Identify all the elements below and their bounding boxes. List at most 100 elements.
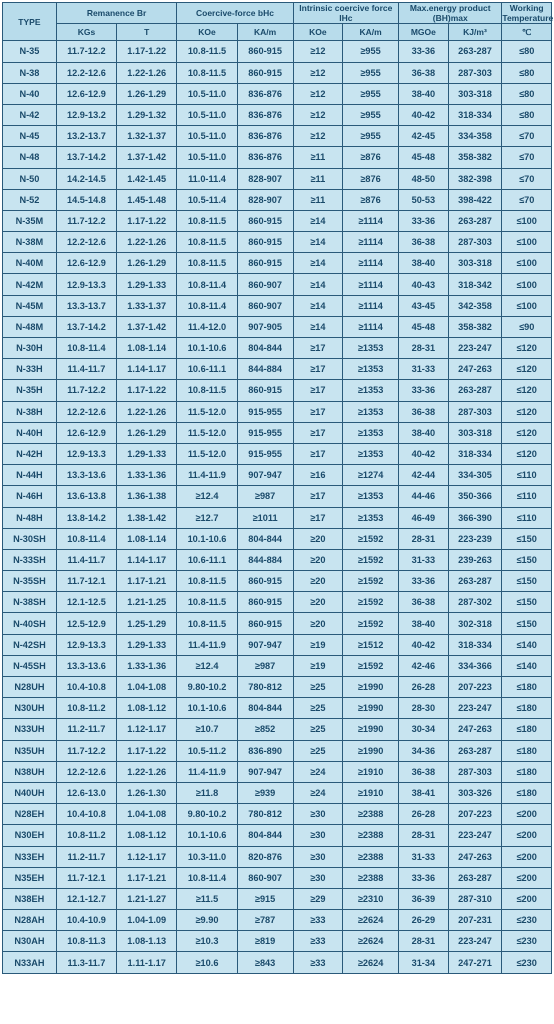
value-cell: 48-50 (399, 168, 449, 189)
value-cell: ≥16 (293, 465, 343, 486)
value-cell: ≤230 (502, 910, 552, 931)
value-cell: ≥1990 (343, 677, 399, 698)
value-cell: 10.5-11.0 (177, 147, 237, 168)
value-cell: 36-38 (399, 761, 449, 782)
value-cell: ≥30 (293, 846, 343, 867)
value-cell: 860-915 (237, 613, 293, 634)
value-cell: ≤230 (502, 952, 552, 973)
value-cell: ≤100 (502, 295, 552, 316)
value-cell: 207-231 (448, 910, 502, 931)
table-row: N-38M12.2-12.61.22-1.2610.8-11.5860-915≥… (3, 232, 552, 253)
value-cell: 366-390 (448, 507, 502, 528)
table-row: N-45SH13.3-13.61.33-1.36≥12.4≥987≥19≥159… (3, 655, 552, 676)
value-cell: 13.6-13.8 (56, 486, 116, 507)
value-cell: 860-915 (237, 592, 293, 613)
value-cell: 10.5-11.0 (177, 104, 237, 125)
value-cell: 1.17-1.22 (117, 380, 177, 401)
value-cell: 26-29 (399, 910, 449, 931)
value-cell: 342-358 (448, 295, 502, 316)
value-cell: ≤200 (502, 846, 552, 867)
value-cell: 1.08-1.14 (117, 338, 177, 359)
value-cell: 10.8-11.5 (177, 62, 237, 83)
value-cell: ≥1592 (343, 528, 399, 549)
value-cell: 1.08-1.13 (117, 931, 177, 952)
value-cell: 38-40 (399, 613, 449, 634)
value-cell: 50-53 (399, 189, 449, 210)
type-cell: N-40H (3, 422, 57, 443)
value-cell: 263-287 (448, 740, 502, 761)
value-cell: ≤150 (502, 528, 552, 549)
value-cell: ≤150 (502, 592, 552, 613)
value-cell: 1.29-1.32 (117, 104, 177, 125)
value-cell: 1.17-1.21 (117, 571, 177, 592)
value-cell: ≥14 (293, 274, 343, 295)
type-cell: N-35 (3, 41, 57, 62)
value-cell: 11.7-12.2 (56, 380, 116, 401)
table-row: N-4212.9-13.21.29-1.3210.5-11.0836-876≥1… (3, 104, 552, 125)
value-cell: 1.32-1.37 (117, 126, 177, 147)
value-cell: ≤180 (502, 677, 552, 698)
value-cell: 836-876 (237, 104, 293, 125)
value-cell: ≤70 (502, 147, 552, 168)
value-cell: ≥955 (343, 104, 399, 125)
value-cell: ≥14 (293, 210, 343, 231)
value-cell: 1.04-1.09 (117, 910, 177, 931)
value-cell: ≤120 (502, 422, 552, 443)
value-cell: 11.5-12.0 (177, 422, 237, 443)
value-cell: 907-905 (237, 316, 293, 337)
value-cell: 44-46 (399, 486, 449, 507)
value-cell: 11.0-11.4 (177, 168, 237, 189)
value-cell: 263-287 (448, 210, 502, 231)
value-cell: ≥2310 (343, 888, 399, 909)
type-cell: N30UH (3, 698, 57, 719)
sub-mgoe: MGOe (399, 24, 449, 41)
value-cell: 13.2-13.7 (56, 126, 116, 147)
table-row: N-33H11.4-11.71.14-1.1710.6-11.1844-884≥… (3, 359, 552, 380)
value-cell: ≤100 (502, 274, 552, 295)
value-cell: 287-303 (448, 232, 502, 253)
value-cell: 26-28 (399, 804, 449, 825)
value-cell: ≥1353 (343, 401, 399, 422)
table-row: N33EH11.2-11.71.12-1.1710.3-11.0820-876≥… (3, 846, 552, 867)
value-cell: ≥14 (293, 253, 343, 274)
value-cell: ≥24 (293, 761, 343, 782)
type-cell: N-50 (3, 168, 57, 189)
value-cell: ≥12 (293, 83, 343, 104)
value-cell: 223-247 (448, 931, 502, 952)
value-cell: 42-44 (399, 465, 449, 486)
value-cell: ≥1592 (343, 549, 399, 570)
value-cell: 11.5-12.0 (177, 443, 237, 464)
value-cell: ≥1114 (343, 232, 399, 253)
value-cell: ≥852 (237, 719, 293, 740)
value-cell: 10.5-11.0 (177, 83, 237, 104)
value-cell: ≥819 (237, 931, 293, 952)
sub-kam2: KA/m (343, 24, 399, 41)
value-cell: 12.9-13.3 (56, 443, 116, 464)
value-cell: 12.2-12.6 (56, 761, 116, 782)
value-cell: 12.9-13.3 (56, 274, 116, 295)
value-cell: 303-326 (448, 782, 502, 803)
value-cell: 318-334 (448, 104, 502, 125)
value-cell: ≥10.7 (177, 719, 237, 740)
value-cell: 223-247 (448, 338, 502, 359)
table-row: N33AH11.3-11.71.11-1.17≥10.6≥843≥33≥2624… (3, 952, 552, 973)
sub-koe1: KOe (177, 24, 237, 41)
value-cell: ≥787 (237, 910, 293, 931)
type-cell: N33EH (3, 846, 57, 867)
value-cell: ≥1353 (343, 507, 399, 528)
header-remanence: Remanence Br (56, 3, 177, 24)
value-cell: 1.26-1.30 (117, 782, 177, 803)
value-cell: ≥2388 (343, 846, 399, 867)
value-cell: ≤120 (502, 380, 552, 401)
value-cell: 13.7-14.2 (56, 147, 116, 168)
value-cell: ≤70 (502, 168, 552, 189)
type-cell: N-40SH (3, 613, 57, 634)
value-cell: 10.5-11.2 (177, 740, 237, 761)
value-cell: ≤200 (502, 888, 552, 909)
value-cell: 42-46 (399, 655, 449, 676)
value-cell: 1.04-1.08 (117, 804, 177, 825)
value-cell: 10.8-11.5 (177, 592, 237, 613)
value-cell: 1.25-1.29 (117, 613, 177, 634)
value-cell: ≥2388 (343, 804, 399, 825)
value-cell: 1.21-1.27 (117, 888, 177, 909)
